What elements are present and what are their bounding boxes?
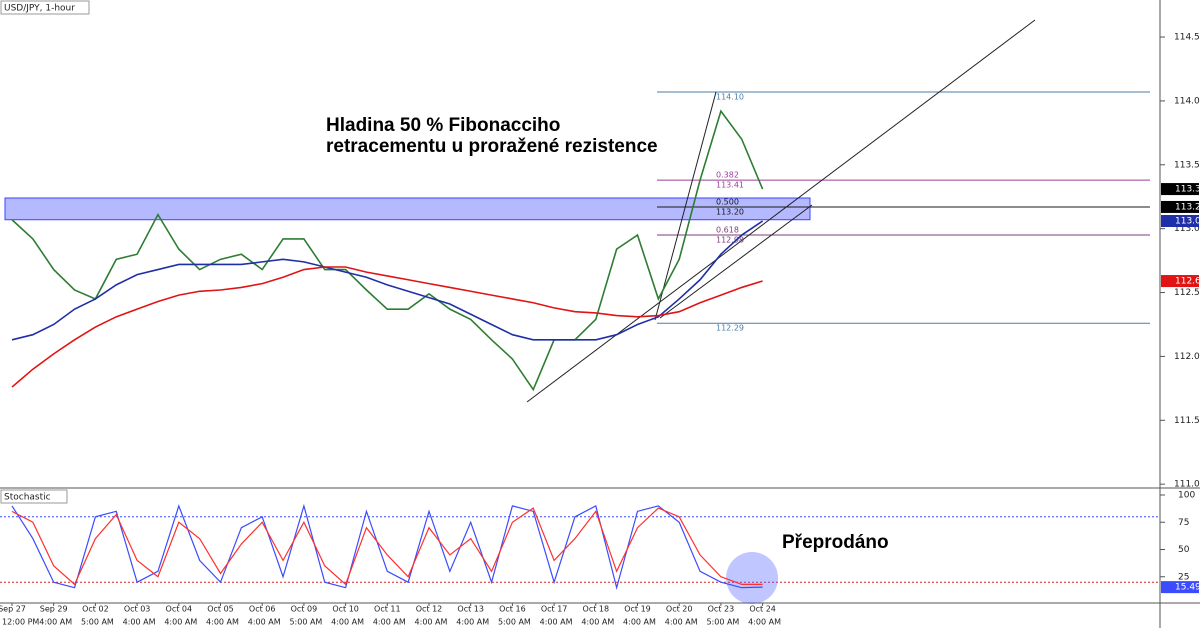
y-tick-label: 111.53 (1174, 416, 1200, 426)
x-tick-label: Oct 11 (374, 605, 401, 614)
fib-price: 112.98 (716, 236, 744, 245)
fib-price: 113.20 (716, 207, 744, 216)
price-label-box (1161, 275, 1199, 288)
price-label-box (1161, 215, 1199, 228)
x-time-label: 5:00 AM (498, 618, 531, 627)
title-box (0, 489, 68, 504)
chart-title: USD/JPY, 1-hour (4, 4, 75, 14)
x-tick-label: Oct 06 (249, 605, 276, 614)
under-layer (0, 91, 1160, 583)
x-time-label: 4:00 AM (39, 618, 72, 627)
x-tick-label: Oct 13 (457, 605, 484, 614)
x-tick-label: Oct 02 (82, 605, 109, 614)
y-tick-label: 75 (1178, 518, 1189, 528)
x-time-label: 4:00 AM (665, 618, 698, 627)
trend-line (526, 19, 1036, 403)
price-label: 113.09 (1175, 217, 1200, 227)
swing-line (654, 91, 717, 321)
x-tick-label: Oct 03 (124, 605, 151, 614)
x-tick-label: Oct 10 (332, 605, 359, 614)
x-time-label: 4:00 AM (164, 618, 197, 627)
series-line (11, 266, 763, 388)
series-line (11, 109, 764, 392)
fib-price: 113.41 (716, 181, 744, 190)
x-time-label: 4:00 AM (373, 618, 406, 627)
x-time-label: 4:00 AM (206, 618, 239, 627)
price-label: 15.49 (1175, 583, 1200, 593)
x-tick-label: Oct 20 (666, 605, 693, 614)
x-tick-label: Oct 19 (624, 605, 651, 614)
x-tick-label: Oct 16 (499, 605, 526, 614)
price-label: 112.62 (1175, 277, 1200, 287)
y-tick-label: 113.03 (1174, 224, 1200, 234)
x-tick-label: Oct 23 (708, 605, 735, 614)
x-time-label: 5:00 AM (81, 618, 114, 627)
series-line (11, 507, 763, 586)
series-line (11, 503, 763, 590)
x-tick-label: Sep 29 (40, 605, 68, 614)
price-label-box (1161, 183, 1199, 196)
x-tick-label: Oct 09 (291, 605, 318, 614)
fib-ratio: 0.500 (716, 197, 739, 206)
y-tick-label: 100 (1178, 491, 1195, 501)
y-tick-label: 112.03 (1174, 352, 1200, 362)
annotation: Přeprodáno (782, 532, 889, 553)
x-tick-label: Oct 24 (749, 605, 776, 614)
x-time-label: 5:00 AM (706, 618, 739, 627)
x-tick-label: Oct 04 (166, 605, 193, 614)
level-marker-box (1161, 200, 1199, 213)
x-tick-label: Oct 18 (583, 605, 610, 614)
price-label-box (1161, 581, 1199, 594)
series-line (11, 220, 764, 341)
x-time-label: 4:00 AM (331, 618, 364, 627)
annotation: Hladina 50 % Fibonacciho (326, 115, 560, 136)
y-tick-label: 113.53 (1174, 160, 1200, 170)
x-time-label: 4:00 AM (748, 618, 781, 627)
annotation: retracementu u proražené rezistence (326, 136, 658, 157)
fib-ratio: 0.382 (716, 171, 739, 180)
y-tick-label: 25 (1178, 572, 1189, 582)
y-tick-label: 114.53 (1174, 33, 1200, 43)
x-tick-label: Oct 12 (416, 605, 443, 614)
oversold-highlight (726, 552, 778, 604)
x-tick-label: Sep 27 (0, 605, 26, 614)
title-box (0, 0, 90, 15)
x-time-label: 4:00 AM (540, 618, 573, 627)
x-time-label: 4:00 AM (581, 618, 614, 627)
x-tick-label: Oct 05 (207, 605, 234, 614)
fib-ratio: 0.618 (716, 226, 739, 235)
y-tick-label: 112.53 (1174, 288, 1200, 298)
x-time-label: 4:00 AM (123, 618, 156, 627)
level-marker-label: 113.20 (1175, 202, 1200, 212)
x-time-label: 4:00 AM (248, 618, 281, 627)
fib-price: 114.10 (716, 92, 744, 101)
x-time-label: 4:00 AM (456, 618, 489, 627)
trend-line (659, 204, 813, 319)
x-tick-label: Oct 17 (541, 605, 568, 614)
x-time-label: 12:00 PM (2, 618, 39, 627)
fib-price: 112.29 (716, 324, 744, 333)
x-time-label: 5:00 AM (289, 618, 322, 627)
y-tick-label: 114.03 (1174, 96, 1200, 106)
x-time-label: 4:00 AM (415, 618, 448, 627)
y-tick-label: 50 (1178, 545, 1190, 555)
price-label: 113.34 (1175, 185, 1200, 195)
resistance-zone (4, 197, 811, 221)
x-time-label: 4:00 AM (623, 618, 656, 627)
y-tick-label: 111.03 (1174, 480, 1200, 490)
panel-title: Stochastic (4, 493, 51, 503)
